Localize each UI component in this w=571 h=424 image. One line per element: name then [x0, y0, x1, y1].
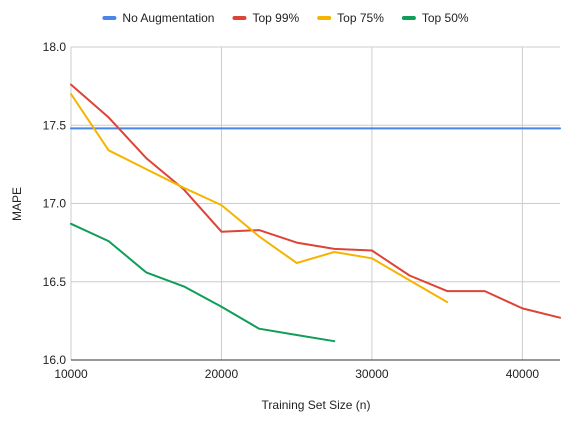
y-axis-title: MAPE: [10, 187, 24, 221]
legend-label: No Augmentation: [122, 11, 214, 25]
legend-label: Top 99%: [252, 11, 299, 25]
axes: 16.0 16.5 17.0 17.5 18.0 10000 20000 30000 40000: [43, 40, 560, 381]
x-tick-label: 10000: [54, 367, 88, 381]
legend-swatch: [317, 16, 332, 20]
x-tick-label: 30000: [355, 367, 389, 381]
x-axis-title: Training Set Size (n): [262, 398, 371, 412]
legend-label: Top 50%: [422, 11, 469, 25]
legend-item-top-50[interactable]: Top 50%: [401, 11, 469, 25]
legend-item-top-75[interactable]: Top 75%: [317, 11, 384, 25]
gridlines: [70, 46, 560, 360]
legend-label: Top 75%: [337, 11, 384, 25]
legend-item-top-99[interactable]: Top 99%: [232, 11, 300, 25]
series-line-top-50: [70, 222, 336, 343]
y-tick-label: 18.0: [43, 40, 67, 54]
x-tick-label: 40000: [506, 367, 540, 381]
legend-swatch: [401, 16, 416, 20]
x-tick-label: 20000: [205, 367, 239, 381]
legend-swatch: [232, 16, 247, 20]
y-tick-label: 16.0: [43, 353, 67, 367]
series-line-top-75: [70, 93, 449, 304]
series-lines: [70, 83, 561, 343]
legend-swatch: [102, 16, 117, 20]
legend-item-no-augmentation[interactable]: No Augmentation: [102, 11, 214, 25]
y-tick-label: 16.5: [43, 275, 67, 289]
y-tick-label: 17.5: [43, 118, 67, 132]
legend: No Augmentation Top 99% Top 75% Top 50%: [102, 11, 469, 25]
series-line-top-99: [70, 83, 561, 319]
y-tick-label: 17.0: [43, 197, 67, 211]
